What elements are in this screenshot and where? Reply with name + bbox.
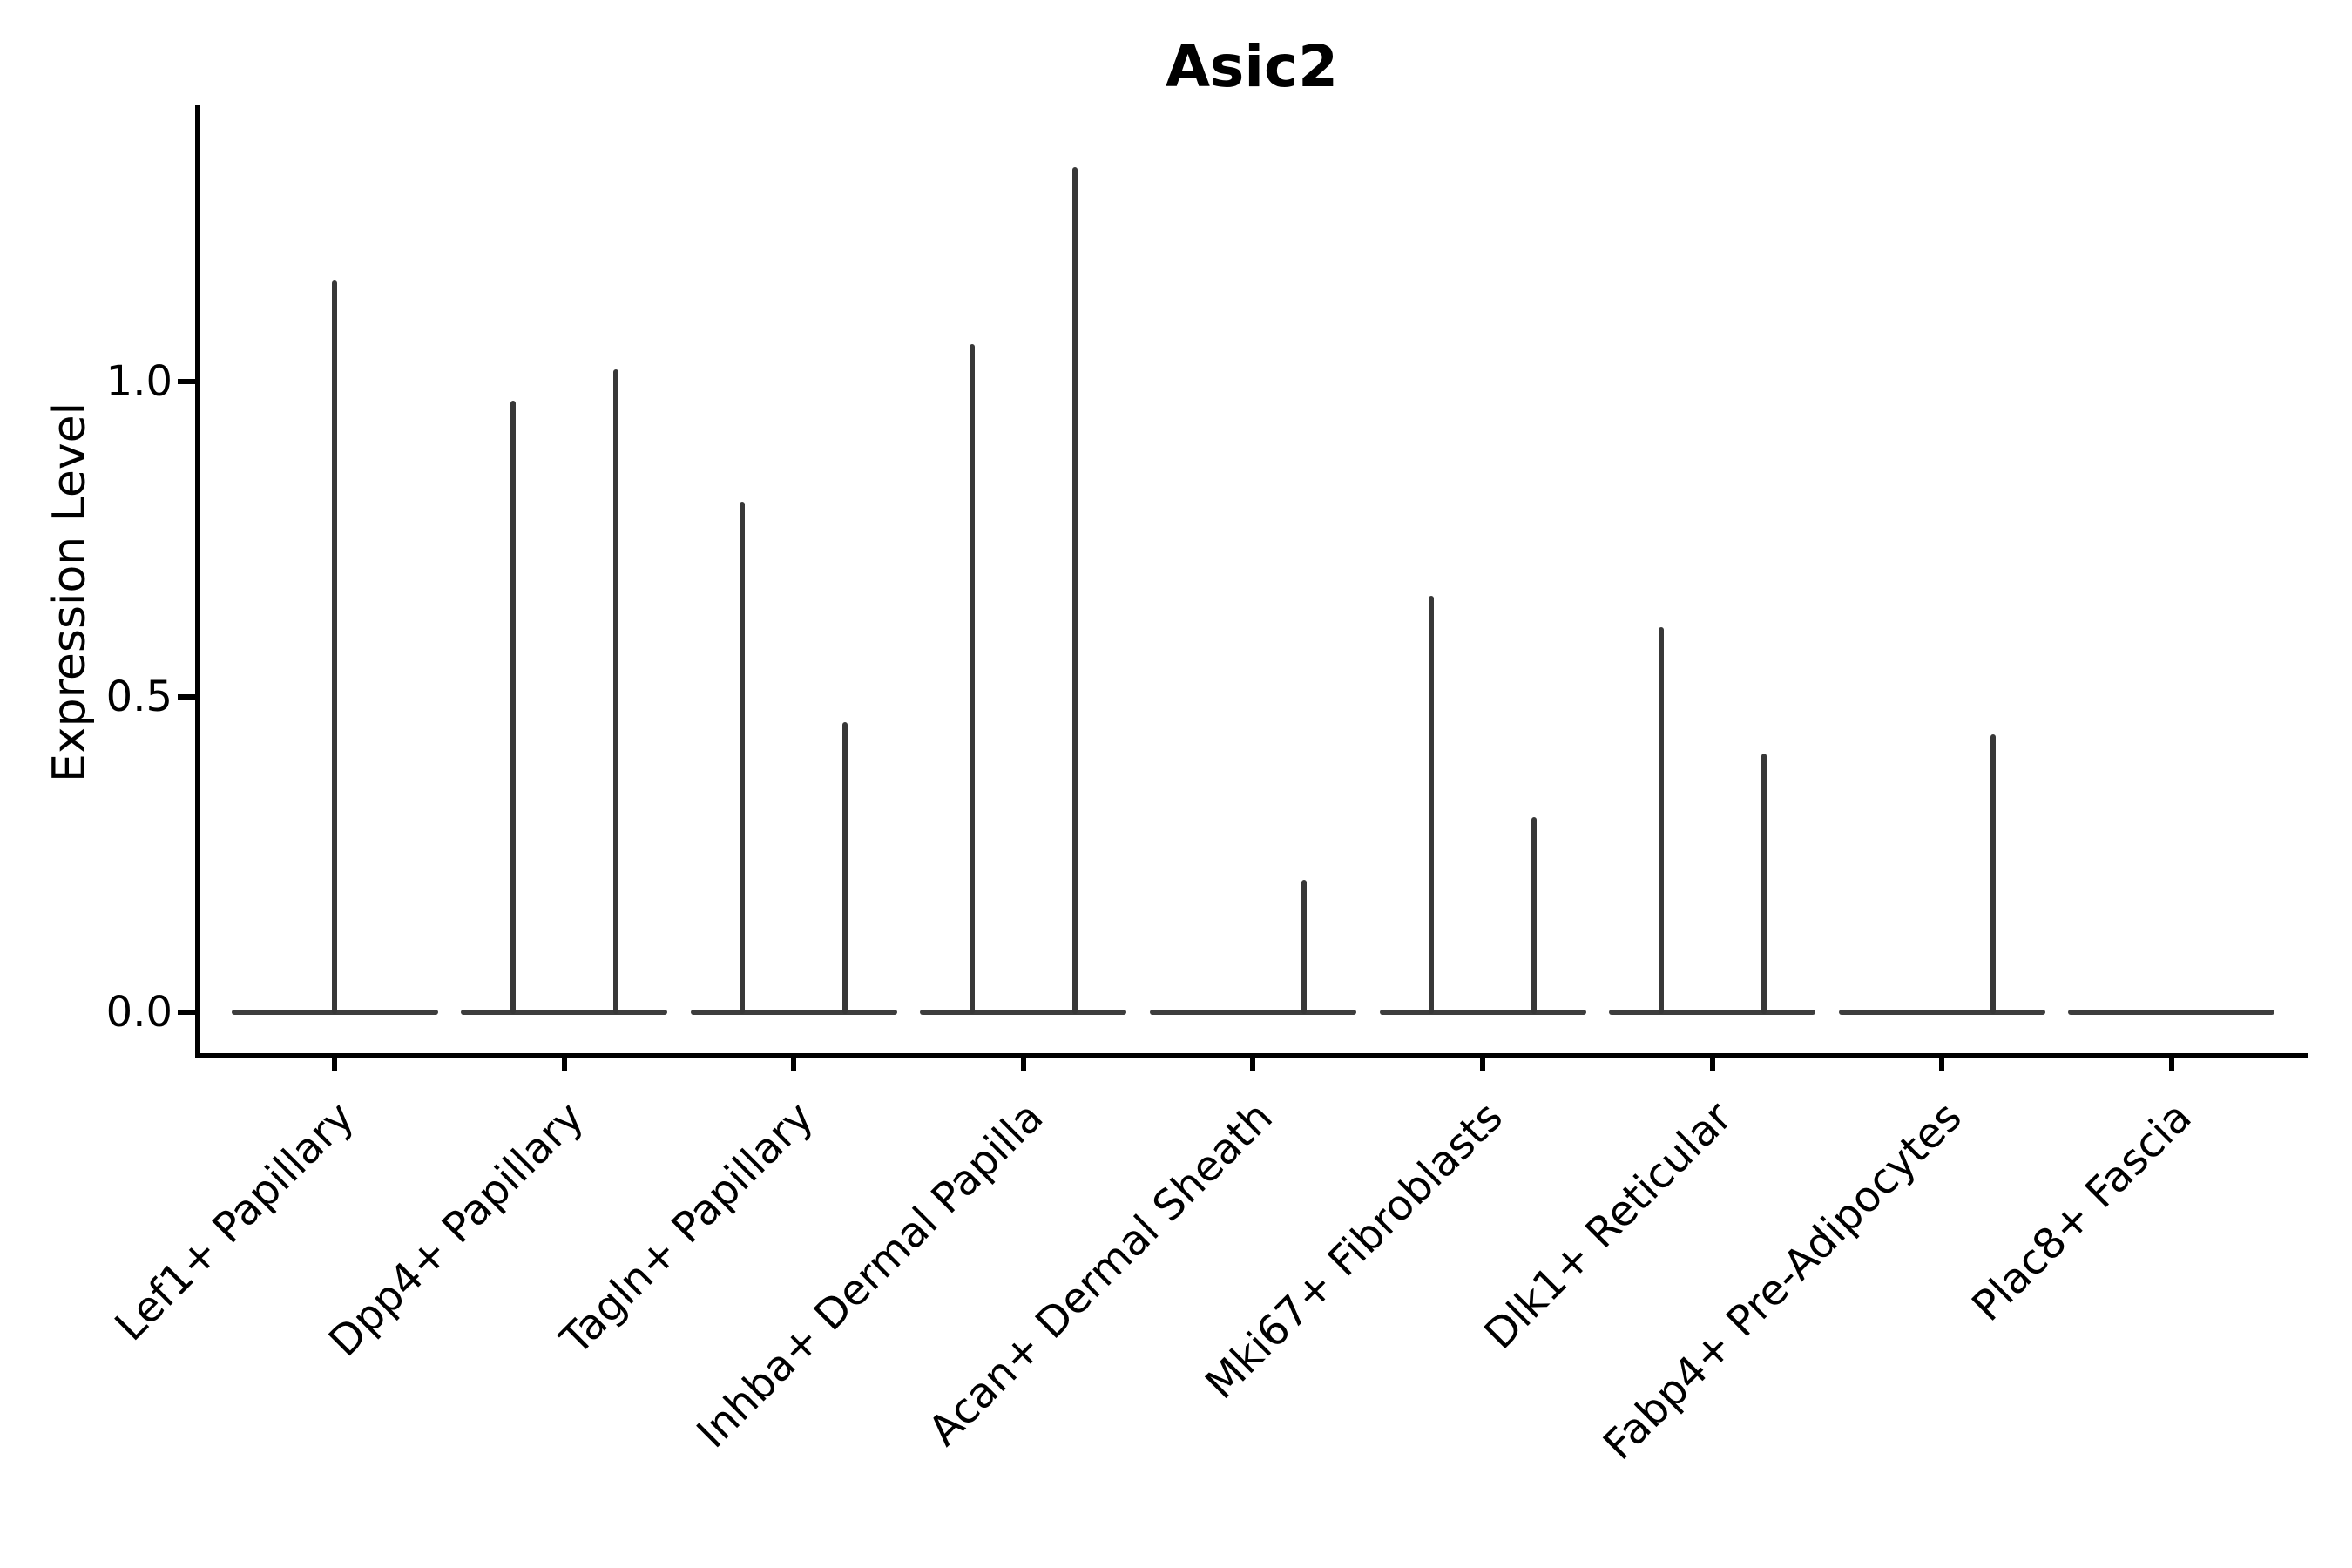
violin-spike xyxy=(332,280,337,1014)
x-tick-mark xyxy=(1480,1053,1485,1071)
x-tick-label: Dlk1+ Reticular xyxy=(1475,1092,1742,1359)
x-tick-mark xyxy=(1709,1053,1715,1071)
violin-baseline xyxy=(920,1010,1127,1015)
violin-spike xyxy=(1071,166,1078,1014)
x-tick-mark xyxy=(2168,1053,2174,1071)
chart-title: Asic2 xyxy=(1165,33,1339,100)
violin-spike xyxy=(1990,734,1997,1014)
y-tick-label: 1.0 xyxy=(105,357,172,406)
violin-spike xyxy=(1301,879,1308,1014)
y-axis-label: Expression Level xyxy=(44,402,96,782)
violin-baseline xyxy=(690,1010,897,1015)
violin-baseline xyxy=(461,1010,668,1015)
y-tick-mark xyxy=(178,1010,198,1015)
violin-baseline xyxy=(2068,1010,2275,1015)
x-tick-label: Dpp4+ Papillary xyxy=(320,1092,594,1367)
x-tick-label: Plac8+ Fascia xyxy=(1963,1092,2201,1331)
x-tick-mark xyxy=(791,1053,797,1071)
violin-spike xyxy=(510,400,516,1014)
x-tick-mark xyxy=(332,1053,337,1071)
x-tick-mark xyxy=(561,1053,567,1071)
violin-baseline xyxy=(1838,1010,2045,1015)
violin-spike xyxy=(842,721,848,1014)
violin-spike xyxy=(1761,754,1767,1014)
violin-baseline xyxy=(1149,1010,1356,1015)
y-tick-label: 0.0 xyxy=(105,988,172,1037)
x-tick-label: Tagln+ Papillary xyxy=(551,1092,824,1364)
violin-spike xyxy=(969,343,975,1014)
violin-baseline xyxy=(1609,1010,1816,1015)
violin-spike xyxy=(1429,596,1434,1014)
violin-spike xyxy=(740,501,746,1014)
x-tick-label: Lef1+ Papillary xyxy=(105,1092,364,1351)
violin-spike xyxy=(612,368,618,1014)
y-tick-mark xyxy=(178,379,198,384)
violin-spike xyxy=(1531,816,1537,1014)
x-tick-mark xyxy=(1020,1053,1026,1071)
y-tick-label: 0.5 xyxy=(105,672,172,721)
x-tick-mark xyxy=(1939,1053,1945,1071)
violin-spike xyxy=(1658,627,1664,1014)
y-tick-mark xyxy=(178,694,198,700)
y-axis-spine xyxy=(195,105,200,1058)
violin-baseline xyxy=(1379,1010,1586,1015)
x-tick-mark xyxy=(1250,1053,1256,1071)
